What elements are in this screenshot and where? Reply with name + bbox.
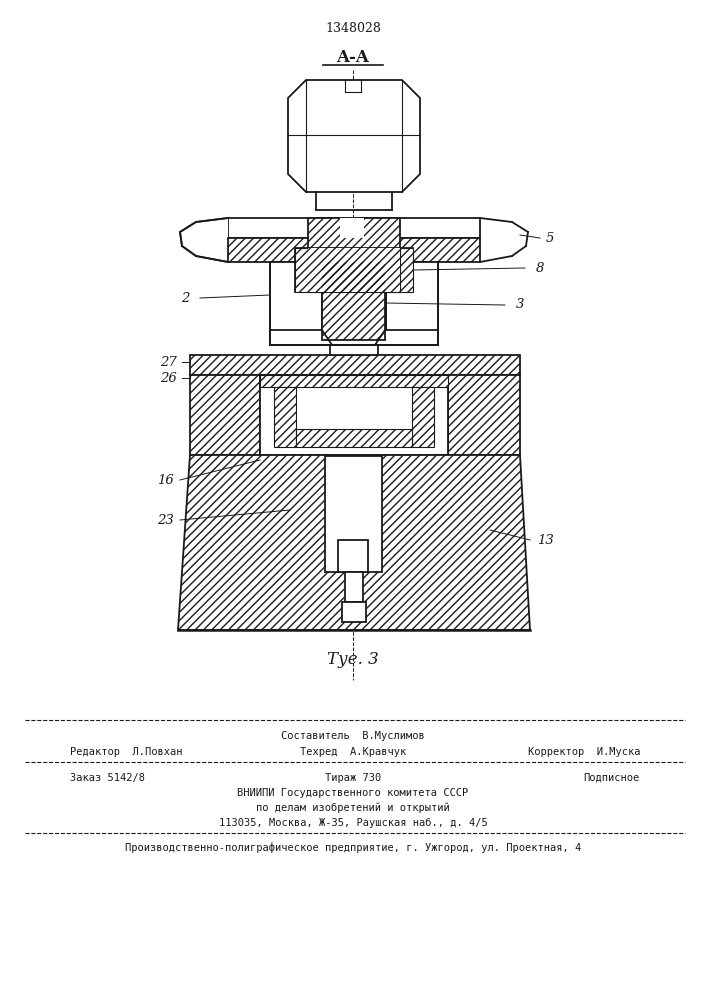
Bar — [260, 375, 448, 455]
Bar — [386, 262, 438, 345]
Polygon shape — [180, 218, 228, 262]
Text: Техред  А.Кравчук: Техред А.Кравчук — [300, 747, 406, 757]
Bar — [368, 248, 413, 292]
Bar — [190, 355, 520, 375]
Bar — [325, 456, 382, 572]
Text: 13: 13 — [537, 534, 554, 546]
Bar — [270, 262, 322, 345]
Bar — [296, 429, 412, 447]
Bar — [368, 248, 413, 292]
Bar — [338, 540, 368, 572]
Bar — [322, 262, 385, 340]
Bar — [308, 248, 400, 292]
Bar — [228, 238, 341, 262]
Polygon shape — [178, 455, 530, 630]
Bar — [345, 572, 363, 602]
Bar — [308, 248, 400, 292]
Bar — [296, 429, 412, 447]
Text: ВНИИПИ Государственного комитета СССР: ВНИИПИ Государственного комитета СССР — [238, 788, 469, 798]
Bar — [308, 218, 400, 262]
Bar — [295, 248, 340, 292]
Bar — [270, 330, 438, 345]
Bar — [322, 262, 385, 340]
Bar — [260, 375, 448, 387]
Bar — [322, 262, 385, 340]
Text: Подписное: Подписное — [584, 773, 640, 783]
Text: A-A: A-A — [337, 49, 370, 66]
Text: 1348028: 1348028 — [325, 21, 381, 34]
Text: 2: 2 — [181, 292, 189, 304]
Bar — [308, 218, 400, 262]
Polygon shape — [288, 80, 420, 192]
Bar — [228, 238, 341, 262]
Bar — [330, 345, 378, 355]
Text: 8: 8 — [536, 261, 544, 274]
Text: 113035, Москва, Ж-35, Раушская наб., д. 4/5: 113035, Москва, Ж-35, Раушская наб., д. … — [218, 818, 487, 828]
Bar — [274, 387, 296, 447]
Text: 5: 5 — [546, 232, 554, 244]
Text: Составитель  В.Муслимов: Составитель В.Муслимов — [281, 731, 425, 741]
Text: 16: 16 — [157, 474, 173, 487]
Bar — [412, 387, 434, 447]
Bar — [308, 248, 400, 292]
Text: 3: 3 — [516, 298, 524, 312]
Bar — [228, 218, 480, 238]
Bar — [367, 238, 480, 262]
Bar — [190, 355, 520, 375]
Bar — [190, 375, 260, 455]
Text: 26: 26 — [160, 371, 176, 384]
Bar — [342, 602, 366, 622]
Bar — [412, 387, 434, 447]
Bar — [367, 238, 480, 262]
Bar — [448, 375, 520, 455]
Text: Τуе. 3: Τуе. 3 — [327, 652, 379, 668]
Text: Заказ 5142/8: Заказ 5142/8 — [70, 773, 145, 783]
Text: по делам изобретений и открытий: по делам изобретений и открытий — [256, 803, 450, 813]
Bar — [448, 375, 520, 455]
Text: Корректор  И.Муска: Корректор И.Муска — [527, 747, 640, 757]
Text: Производственно-полиграфическое предприятие, г. Ужгород, ул. Проектная, 4: Производственно-полиграфическое предприя… — [125, 843, 581, 853]
Text: 23: 23 — [157, 514, 173, 526]
Bar — [295, 248, 413, 292]
Bar — [274, 387, 296, 447]
Bar — [340, 218, 364, 238]
Text: Тираж 730: Тираж 730 — [325, 773, 381, 783]
Text: Редактор  Л.Повхан: Редактор Л.Повхан — [70, 747, 182, 757]
Bar — [190, 375, 260, 455]
Bar — [295, 248, 340, 292]
Text: 27: 27 — [160, 356, 176, 368]
Bar — [260, 375, 448, 387]
